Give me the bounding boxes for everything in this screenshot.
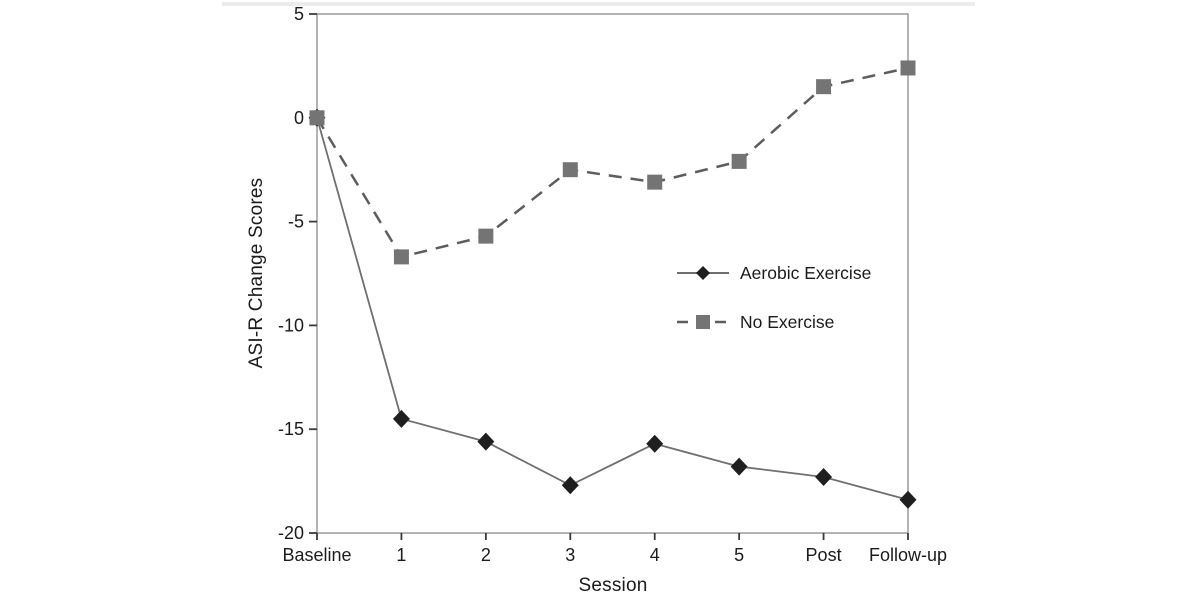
solid-line-diamond-icon [677,266,729,280]
plot-border [316,13,909,534]
dashed-line-square-icon [677,315,729,329]
aerobic-exercise-line [316,117,909,501]
no-exercise-marker-post [816,79,832,95]
x-tick-label: Follow-up [869,545,947,565]
no-exercise-marker-1 [393,249,409,265]
aerobic-exercise-marker-1 [392,409,410,428]
x-tick-label: 5 [734,545,744,565]
no-exercise-marker-3 [562,162,578,178]
y-tick-label: -10 [278,315,304,335]
y-tick-label: -15 [278,419,304,439]
x-tick-label: 4 [650,545,660,565]
aerobic-exercise-marker-5 [730,457,748,476]
x-tick-label: 3 [565,545,575,565]
no-exercise-marker-4 [647,174,663,190]
x-axis-title: Session [578,575,648,596]
figure-top-border [222,2,975,6]
x-tick-label: Post [806,545,842,565]
y-tick-label: -5 [288,212,304,232]
aerobic-exercise-marker-4 [646,434,664,453]
x-tick-label: 1 [396,545,406,565]
legend-item-aerobic-exercise: Aerobic Exercise [676,262,871,284]
x-tick-label: 2 [481,545,491,565]
x-tick-label: Baseline [282,545,351,565]
legend-label-no-exercise: No Exercise [740,311,835,332]
no-exercise-marker-5 [731,153,747,169]
legend-item-no-exercise: No Exercise [676,311,871,333]
legend-label-aerobic-exercise: Aerobic Exercise [740,262,872,283]
aerobic-exercise-marker-follow-up [899,490,917,509]
y-tick-label: 0 [294,108,304,128]
no-exercise-line [315,66,909,259]
y-tick-label: -20 [278,523,304,543]
aerobic-exercise-marker-3 [561,476,579,495]
no-exercise-marker-2 [478,228,494,244]
aerobic-exercise-marker-post [815,467,833,486]
chart-legend: Aerobic Exercise No Exercise [676,262,871,333]
y-tick-label: 5 [294,4,304,24]
y-axis-title: ASI-R Change Scores [246,177,267,369]
no-exercise-marker-baseline [309,110,325,126]
aerobic-exercise-marker-2 [477,432,495,451]
no-exercise-marker-follow-up [900,60,916,76]
